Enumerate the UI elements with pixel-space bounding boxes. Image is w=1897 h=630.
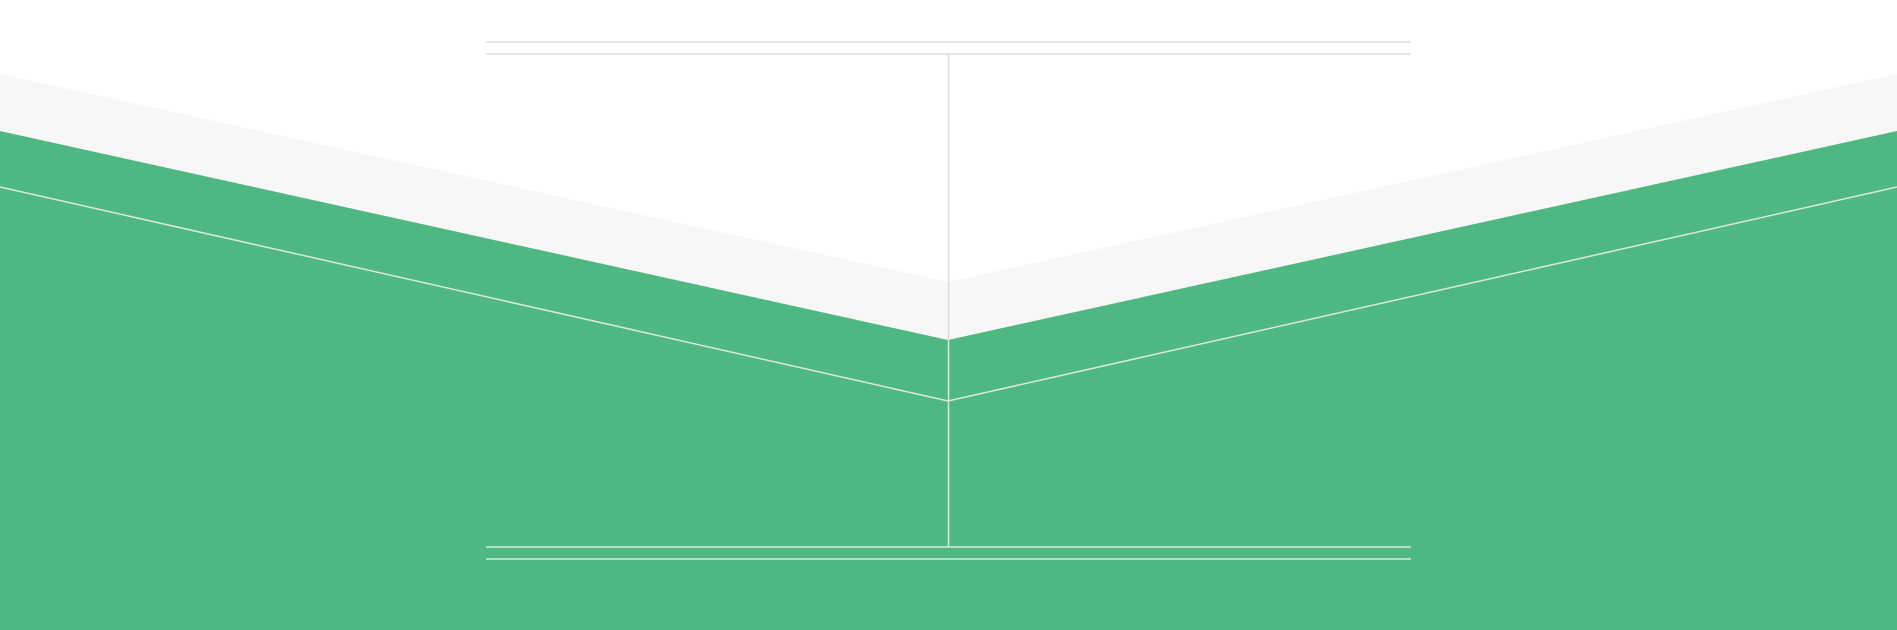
banner-graphic: [0, 41, 1897, 630]
chevron-background: [0, 41, 1897, 630]
